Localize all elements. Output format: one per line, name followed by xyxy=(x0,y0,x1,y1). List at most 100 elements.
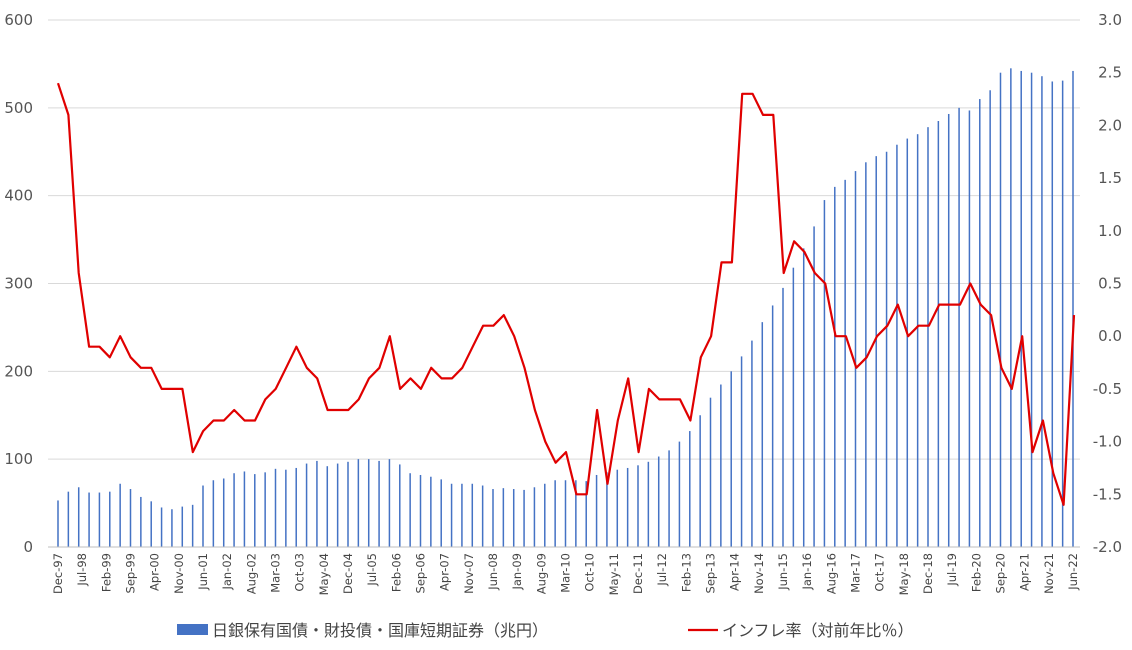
x-tick-label: Apr-21 xyxy=(1018,553,1032,591)
bar xyxy=(523,489,525,547)
x-tick-label: Aug-16 xyxy=(824,553,838,594)
x-tick-label: Jun-08 xyxy=(486,553,500,591)
x-tick-label: Dec-18 xyxy=(921,553,935,594)
bar xyxy=(512,489,515,547)
bar xyxy=(399,464,401,547)
right-tick-label: 3.0 xyxy=(1098,11,1122,29)
x-tick-label: Jun-01 xyxy=(196,553,210,591)
right-tick-label: 2.0 xyxy=(1098,116,1122,134)
bar xyxy=(740,356,743,547)
bar xyxy=(471,483,474,547)
bar xyxy=(544,483,546,547)
x-tick-label: May-04 xyxy=(317,553,331,595)
bar xyxy=(958,107,960,547)
bar xyxy=(865,162,867,548)
bar xyxy=(844,179,846,547)
bar xyxy=(771,305,774,547)
line-series xyxy=(56,82,1076,506)
x-tick-label: Dec-97 xyxy=(51,553,65,594)
bar xyxy=(233,473,235,547)
bar xyxy=(409,473,411,547)
bar xyxy=(367,459,370,547)
x-tick-label: Jul-05 xyxy=(365,553,379,587)
x-tick-label: May-11 xyxy=(607,553,621,595)
x-tick-label: Oct-03 xyxy=(293,553,307,592)
bar xyxy=(761,322,764,547)
bar xyxy=(782,287,784,547)
bar xyxy=(430,476,432,547)
left-tick-label: 400 xyxy=(4,187,33,205)
bar xyxy=(1010,68,1012,547)
bar xyxy=(637,465,639,547)
right-tick-label: -1.5 xyxy=(1093,485,1122,503)
x-tick-label: Aug-09 xyxy=(534,553,548,594)
bar xyxy=(67,491,70,547)
bar xyxy=(77,487,80,547)
legend-bar-label: 日銀保有国債・財投債・国庫短期証券（兆円） xyxy=(212,621,548,640)
left-tick-label: 0 xyxy=(23,538,33,556)
bar xyxy=(492,489,494,547)
bar xyxy=(212,480,215,547)
left-tick-label: 600 xyxy=(4,11,33,29)
bar xyxy=(57,500,59,547)
bar xyxy=(119,483,121,547)
bar xyxy=(989,90,991,548)
x-tick-label: Apr-00 xyxy=(148,553,162,591)
bar xyxy=(616,469,619,547)
legend-bar-swatch xyxy=(177,624,208,635)
bar xyxy=(316,460,318,547)
bar xyxy=(626,467,629,547)
x-tick-label: Apr-14 xyxy=(728,553,742,591)
bar xyxy=(295,467,297,547)
x-tick-label: Dec-04 xyxy=(341,553,355,594)
bar xyxy=(160,507,163,547)
bar xyxy=(1041,76,1043,548)
bar xyxy=(678,441,681,547)
legend-line-label: インフレ率（対前年比％） xyxy=(722,621,914,640)
right-tick-label: 1.0 xyxy=(1098,222,1122,240)
bar xyxy=(305,463,308,547)
bar xyxy=(357,459,360,547)
x-tick-label: Mar-10 xyxy=(559,553,573,593)
x-tick-label: Sep-06 xyxy=(414,553,428,593)
bar xyxy=(254,474,256,547)
bar xyxy=(1051,81,1054,547)
bar xyxy=(554,480,556,547)
x-tick-label: Jan-09 xyxy=(510,553,524,591)
legend: 日銀保有国債・財投債・国庫短期証券（兆円） インフレ率（対前年比％） xyxy=(177,621,914,640)
bar xyxy=(502,488,505,547)
bar xyxy=(1061,80,1064,547)
bar xyxy=(585,481,587,547)
bar xyxy=(450,483,453,547)
right-tick-label: 0.0 xyxy=(1098,327,1122,345)
gridlines xyxy=(48,19,1080,548)
bar xyxy=(657,456,660,547)
x-tick-label: Mar-17 xyxy=(849,553,863,593)
bar xyxy=(999,72,1002,547)
right-tick-label: 0.5 xyxy=(1098,275,1122,293)
bar xyxy=(191,504,194,547)
left-axis: 0 100 200 300 400 500 600 xyxy=(4,11,33,556)
x-tick-label: Feb-99 xyxy=(99,553,113,592)
bar xyxy=(171,509,173,547)
bar xyxy=(595,474,598,547)
x-tick-label: Aug-02 xyxy=(244,553,258,594)
x-tick-label: Sep-20 xyxy=(994,553,1008,593)
x-axis: Dec-97 Jul-98 Feb-99 Sep-99 Apr-00 Nov-00 Jun-… xyxy=(48,546,1080,595)
x-tick-label: Dec-11 xyxy=(631,553,645,594)
bar xyxy=(88,492,90,547)
left-tick-label: 300 xyxy=(4,275,33,293)
bar xyxy=(875,156,877,547)
x-tick-label: Feb-20 xyxy=(969,553,983,592)
inflation-line xyxy=(56,82,1076,506)
bar xyxy=(481,485,484,547)
bar xyxy=(937,121,940,547)
bar xyxy=(285,469,287,547)
bar xyxy=(440,479,442,547)
bar xyxy=(461,483,463,547)
x-tick-label: Sep-13 xyxy=(704,553,718,593)
bar xyxy=(709,397,712,547)
x-tick-label: Apr-07 xyxy=(438,553,452,591)
